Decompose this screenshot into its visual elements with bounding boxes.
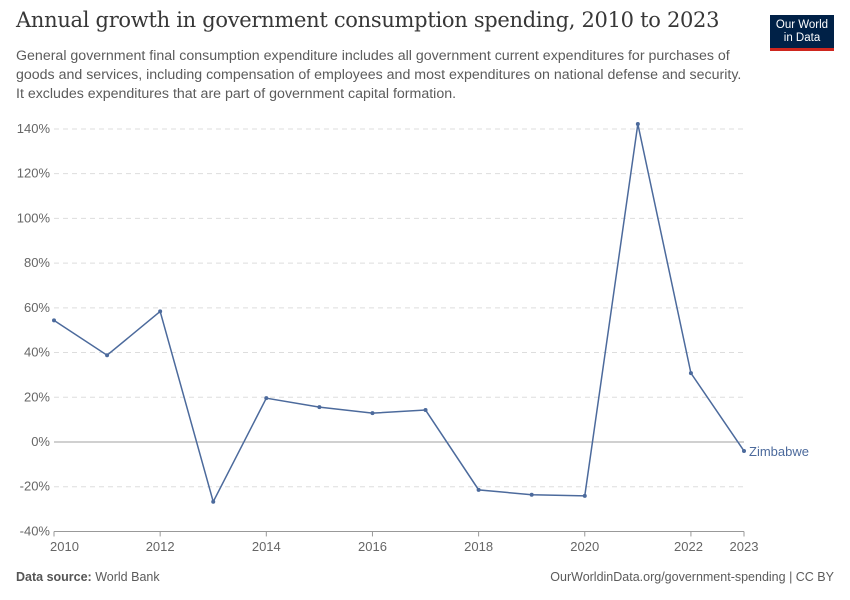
data-point (423, 408, 428, 413)
data-point (742, 448, 746, 453)
data-point (370, 411, 375, 416)
y-tick-label: 120% (17, 166, 51, 181)
data-point (211, 499, 216, 504)
footer-url[interactable]: OurWorldinData.org/government-spending |… (550, 570, 834, 584)
data-point (688, 371, 693, 376)
data-point (52, 318, 56, 323)
x-tick-label: 2014 (252, 539, 281, 554)
y-tick-label: 0% (31, 434, 50, 449)
x-tick-label: 2012 (146, 539, 175, 554)
x-tick-label: 2022 (674, 539, 703, 554)
data-point (105, 353, 110, 358)
chart-title: Annual growth in government consumption … (16, 8, 720, 32)
y-tick-label: 80% (24, 255, 50, 270)
owid-logo[interactable]: Our World in Data (770, 15, 834, 51)
line-chart: -40% -20% 0% 20% 40% 60% 80% 100% 120% 140% 2010 20… (17, 121, 809, 554)
data-point (635, 122, 640, 127)
data-point (264, 396, 269, 401)
series-line-zimbabwe (53, 123, 745, 504)
data-source: Data source: World Bank (16, 570, 160, 584)
x-tick-label: 2020 (570, 539, 599, 554)
y-tick-label: -40% (20, 523, 51, 538)
data-point (529, 492, 534, 497)
x-tick-label: 2010 (50, 539, 79, 554)
y-tick-label: 100% (17, 210, 51, 225)
x-tick-label: 2016 (358, 539, 387, 554)
y-tick-label: 20% (24, 389, 50, 404)
x-tick-label: 2018 (464, 539, 493, 554)
data-point (317, 405, 322, 410)
data-point (582, 493, 587, 498)
data-point (158, 309, 163, 314)
y-tick-label: 60% (24, 300, 50, 315)
y-tick-label: -20% (20, 479, 51, 494)
y-tick-label: 140% (17, 121, 51, 136)
y-tick-label: 40% (24, 345, 50, 360)
data-point (476, 487, 481, 492)
x-tick-label: 2023 (730, 539, 759, 554)
chart-subtitle: General government final consumption exp… (16, 48, 742, 102)
series-label-zimbabwe: Zimbabwe (749, 444, 809, 459)
